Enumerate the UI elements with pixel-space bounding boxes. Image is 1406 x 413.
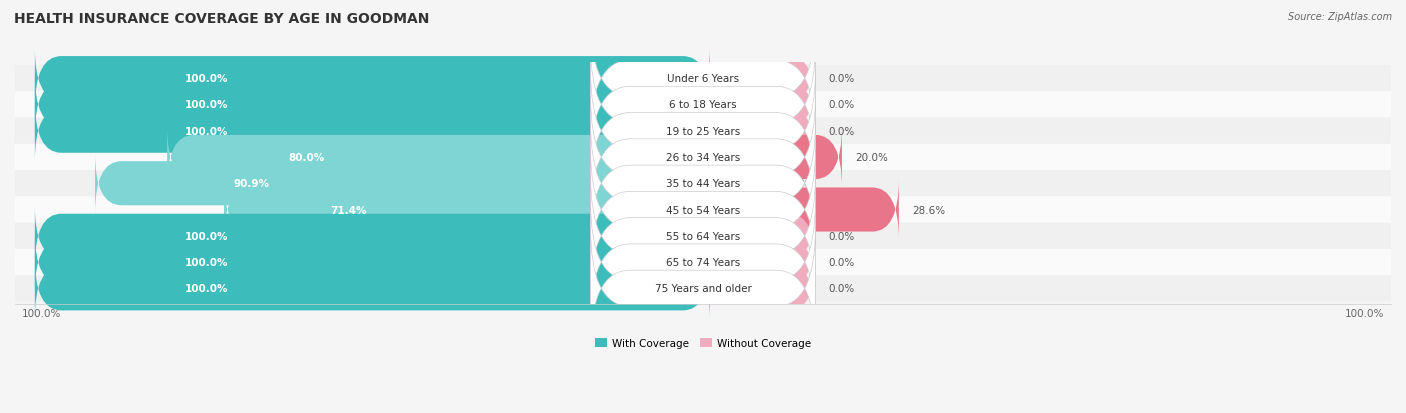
FancyBboxPatch shape [696, 127, 842, 188]
Text: 28.6%: 28.6% [912, 205, 945, 215]
FancyBboxPatch shape [35, 101, 710, 162]
FancyBboxPatch shape [696, 49, 815, 109]
FancyBboxPatch shape [696, 206, 815, 267]
FancyBboxPatch shape [35, 49, 710, 109]
FancyBboxPatch shape [591, 202, 815, 323]
FancyBboxPatch shape [591, 71, 815, 192]
Text: 45 to 54 Years: 45 to 54 Years [666, 205, 740, 215]
Text: 75 Years and older: 75 Years and older [655, 284, 751, 294]
FancyBboxPatch shape [591, 176, 815, 297]
Text: 9.1%: 9.1% [783, 179, 810, 189]
Text: 100.0%: 100.0% [186, 126, 229, 136]
FancyBboxPatch shape [591, 150, 815, 271]
Text: 71.4%: 71.4% [330, 205, 367, 215]
FancyBboxPatch shape [15, 145, 1391, 171]
Text: 0.0%: 0.0% [828, 74, 855, 84]
FancyBboxPatch shape [35, 206, 710, 267]
FancyBboxPatch shape [696, 180, 898, 240]
FancyBboxPatch shape [35, 232, 710, 293]
FancyBboxPatch shape [696, 153, 770, 214]
Text: 0.0%: 0.0% [828, 126, 855, 136]
FancyBboxPatch shape [167, 127, 710, 188]
FancyBboxPatch shape [35, 75, 710, 135]
Text: 100.0%: 100.0% [186, 284, 229, 294]
FancyBboxPatch shape [696, 258, 815, 319]
Text: 55 to 64 Years: 55 to 64 Years [666, 231, 740, 241]
Text: 100.0%: 100.0% [186, 74, 229, 84]
Text: 100.0%: 100.0% [186, 100, 229, 110]
Text: 100.0%: 100.0% [186, 231, 229, 241]
Text: 26 to 34 Years: 26 to 34 Years [666, 152, 740, 163]
FancyBboxPatch shape [591, 228, 815, 349]
FancyBboxPatch shape [696, 75, 815, 135]
Text: 35 to 44 Years: 35 to 44 Years [666, 179, 740, 189]
FancyBboxPatch shape [591, 97, 815, 218]
Text: 19 to 25 Years: 19 to 25 Years [666, 126, 740, 136]
FancyBboxPatch shape [591, 19, 815, 140]
Text: 0.0%: 0.0% [828, 100, 855, 110]
FancyBboxPatch shape [591, 123, 815, 244]
FancyBboxPatch shape [15, 92, 1391, 118]
FancyBboxPatch shape [15, 118, 1391, 145]
FancyBboxPatch shape [15, 249, 1391, 275]
FancyBboxPatch shape [224, 180, 710, 240]
Text: 80.0%: 80.0% [288, 152, 325, 163]
Text: 90.9%: 90.9% [233, 179, 270, 189]
Text: 0.0%: 0.0% [828, 257, 855, 267]
FancyBboxPatch shape [696, 101, 815, 162]
FancyBboxPatch shape [15, 66, 1391, 92]
FancyBboxPatch shape [96, 153, 710, 214]
Text: HEALTH INSURANCE COVERAGE BY AGE IN GOODMAN: HEALTH INSURANCE COVERAGE BY AGE IN GOOD… [14, 12, 429, 26]
FancyBboxPatch shape [35, 258, 710, 319]
Text: Under 6 Years: Under 6 Years [666, 74, 740, 84]
FancyBboxPatch shape [15, 275, 1391, 302]
FancyBboxPatch shape [15, 197, 1391, 223]
Text: 6 to 18 Years: 6 to 18 Years [669, 100, 737, 110]
FancyBboxPatch shape [15, 223, 1391, 249]
FancyBboxPatch shape [696, 232, 815, 293]
Text: Source: ZipAtlas.com: Source: ZipAtlas.com [1288, 12, 1392, 22]
Legend: With Coverage, Without Coverage: With Coverage, Without Coverage [591, 334, 815, 352]
Text: 0.0%: 0.0% [828, 284, 855, 294]
Text: 20.0%: 20.0% [855, 152, 889, 163]
Text: 65 to 74 Years: 65 to 74 Years [666, 257, 740, 267]
Text: 0.0%: 0.0% [828, 231, 855, 241]
FancyBboxPatch shape [591, 45, 815, 166]
FancyBboxPatch shape [15, 171, 1391, 197]
Text: 100.0%: 100.0% [186, 257, 229, 267]
